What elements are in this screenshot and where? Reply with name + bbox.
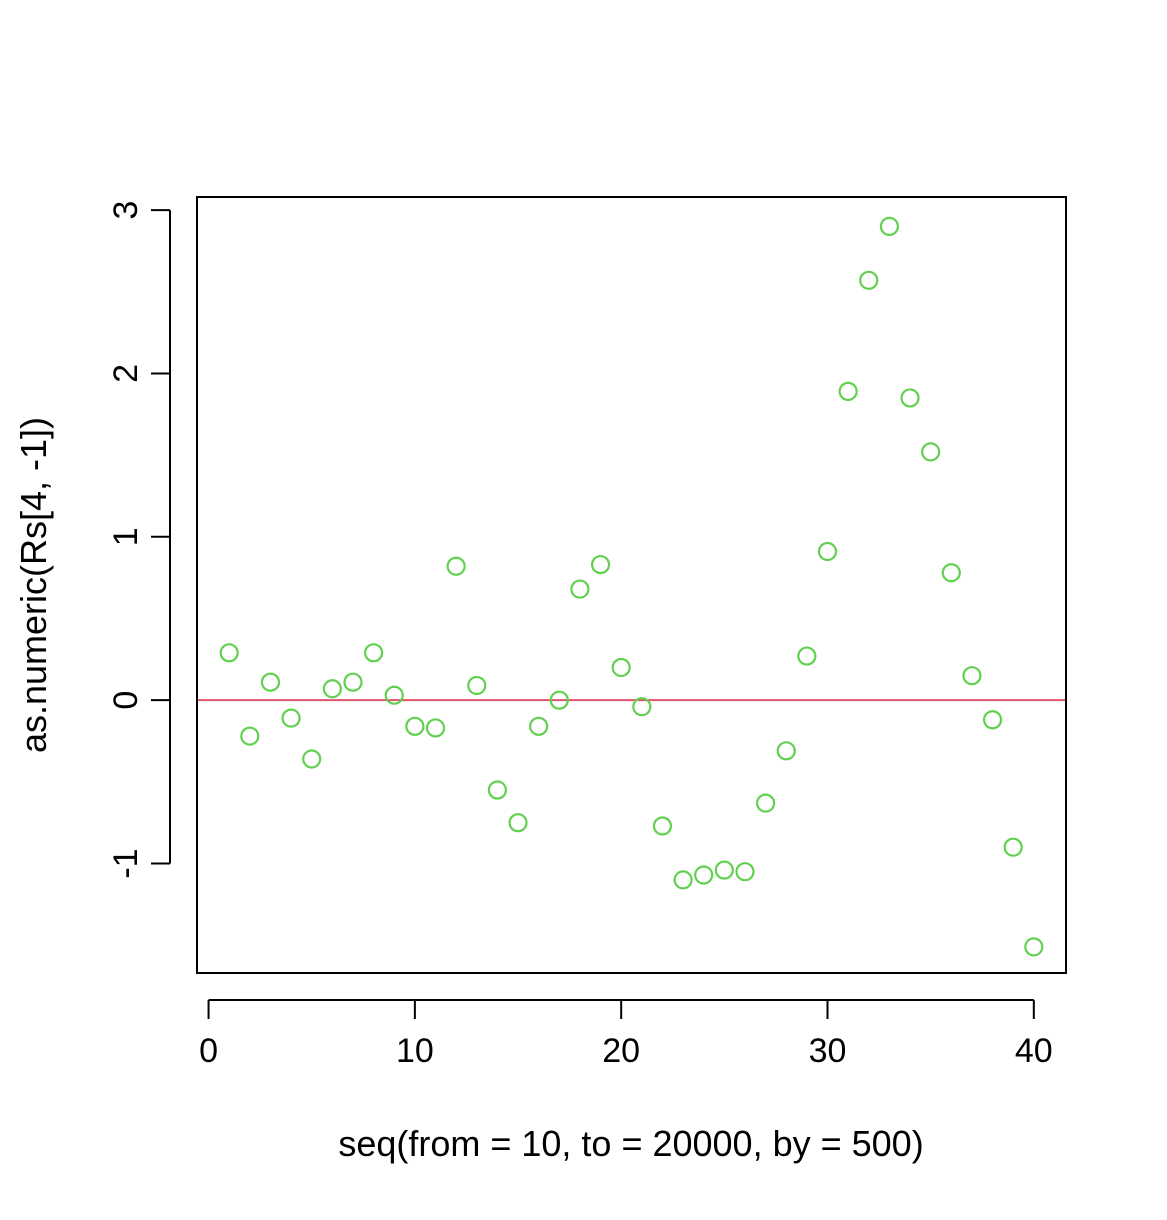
y-tick-label: 0 bbox=[107, 691, 145, 710]
data-point bbox=[364, 643, 384, 663]
data-point bbox=[219, 643, 239, 663]
data-point bbox=[673, 870, 693, 890]
x-axis: 0 10 20 30 40 bbox=[199, 999, 1053, 1070]
data-point bbox=[343, 672, 363, 692]
x-tick-label: 10 bbox=[396, 1032, 434, 1070]
data-point bbox=[549, 690, 569, 710]
y-tick-label: -1 bbox=[107, 848, 145, 878]
data-point bbox=[240, 726, 260, 746]
data-point bbox=[611, 657, 631, 678]
data-point bbox=[632, 697, 652, 717]
y-tick-label: 3 bbox=[107, 201, 145, 220]
data-point bbox=[384, 685, 404, 705]
data-point bbox=[941, 563, 961, 583]
data-point bbox=[1003, 837, 1023, 857]
plot-frame bbox=[196, 196, 1067, 974]
y-axis-title: as.numeric(Rs[4, -1]) bbox=[13, 417, 54, 753]
data-point bbox=[776, 741, 796, 761]
data-point bbox=[590, 554, 611, 575]
data-point bbox=[529, 716, 549, 736]
data-point bbox=[652, 816, 673, 836]
data-point bbox=[838, 381, 858, 402]
data-point bbox=[900, 388, 920, 408]
data-point bbox=[508, 813, 528, 833]
data-point bbox=[260, 672, 281, 692]
data-point bbox=[921, 442, 941, 462]
y-tick-label: 1 bbox=[107, 527, 145, 546]
data-point bbox=[570, 579, 590, 599]
data-point bbox=[879, 216, 899, 237]
data-point bbox=[962, 666, 982, 686]
data-point bbox=[859, 270, 879, 290]
data-point bbox=[281, 708, 301, 728]
x-tick-label: 20 bbox=[602, 1032, 640, 1070]
y-tick-label: 2 bbox=[107, 364, 145, 383]
y-axis: -1 0 1 2 3 bbox=[107, 201, 171, 879]
data-point bbox=[797, 646, 817, 666]
data-point bbox=[425, 718, 446, 738]
data-point bbox=[302, 749, 322, 769]
data-point bbox=[756, 793, 776, 813]
data-point bbox=[735, 862, 755, 882]
x-tick-label: 0 bbox=[199, 1032, 218, 1070]
points-layer bbox=[219, 216, 1044, 957]
data-point bbox=[446, 556, 466, 576]
data-point bbox=[322, 679, 342, 699]
x-tick-label: 40 bbox=[1015, 1032, 1053, 1070]
data-point bbox=[982, 710, 1003, 730]
data-point bbox=[1024, 937, 1044, 957]
data-point bbox=[405, 716, 425, 736]
data-point bbox=[487, 780, 507, 800]
data-point bbox=[714, 860, 734, 880]
data-point bbox=[694, 865, 714, 885]
x-tick-label: 30 bbox=[809, 1032, 847, 1070]
data-point bbox=[817, 541, 838, 562]
data-point bbox=[467, 675, 487, 696]
x-axis-title: seq(from = 10, to = 20000, by = 500) bbox=[338, 1123, 923, 1164]
